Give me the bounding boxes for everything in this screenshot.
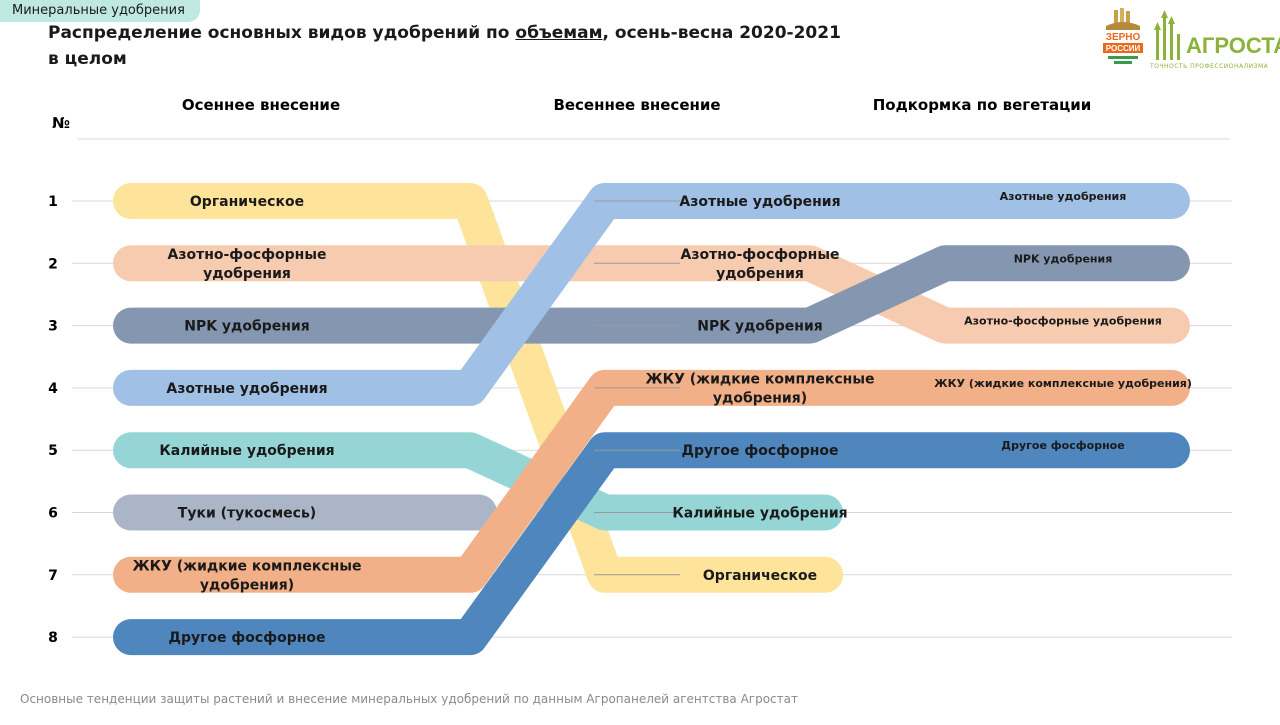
series-band <box>113 183 1190 406</box>
series-label: Азотно-фосфорные <box>681 247 840 263</box>
series-label: удобрения) <box>200 577 294 593</box>
title-line2: в целом <box>48 49 127 69</box>
rank-header: № <box>52 114 70 132</box>
series-label: Калийные удобрения <box>672 506 847 522</box>
logo-rossii-text: РОССИИ <box>1106 44 1141 53</box>
rank-number: 6 <box>48 506 58 522</box>
rank-number: 4 <box>48 381 58 397</box>
series-label: NPK удобрения <box>184 319 310 335</box>
series-label: Органическое <box>703 568 817 584</box>
rank-number: 7 <box>48 568 58 584</box>
series-label: Другое фосфорное <box>681 443 838 459</box>
stage-header-3: Подкормка по вегетации <box>873 96 1092 114</box>
series-band <box>113 183 843 593</box>
series-label: Азотные удобрения <box>1000 190 1127 203</box>
series-label: удобрения <box>716 266 804 282</box>
page-title: Распределение основных видов удобрений п… <box>48 20 868 72</box>
series-label: Азотные удобрения <box>166 381 327 397</box>
series-label: Туки (тукосмесь) <box>178 506 316 522</box>
series-label: Азотно-фосфорные <box>168 247 327 263</box>
stage-header-1: Осеннее внесение <box>182 96 340 114</box>
logo-zerno-text: ЗЕРНО <box>1106 32 1141 43</box>
series-label: Другое фосфорное <box>1001 439 1124 452</box>
rank-number: 1 <box>48 194 58 210</box>
series-label: Калийные удобрения <box>159 443 334 459</box>
agrostat-wheat-icon <box>1154 10 1180 60</box>
series-band <box>113 432 1190 656</box>
rank-number: 2 <box>48 256 58 272</box>
title-prefix: Распределение основных видов удобрений п… <box>48 23 516 43</box>
agrostat-logo-subtitle: ТОЧНОСТЬ ПРОФЕССИОНАЛИЗМА <box>1150 63 1269 70</box>
series-bands <box>113 183 1190 656</box>
series-label: NPK удобрения <box>697 319 823 335</box>
series-label: Азотные удобрения <box>679 194 840 210</box>
series-band <box>113 369 1190 593</box>
title-suffix: , осень-весна 2020-2021 <box>602 23 841 43</box>
series-label: NPK удобрения <box>1014 252 1113 265</box>
series-band <box>113 245 1190 344</box>
footer-note: Основные тенденции защиты растений и вне… <box>20 692 798 706</box>
rank-number: 3 <box>48 319 58 335</box>
series-band <box>113 245 1190 344</box>
agrostat-logo-text: АГРОСТАТ <box>1186 33 1280 58</box>
series-label: Другое фосфорное <box>168 630 325 646</box>
rank-number: 5 <box>48 443 58 459</box>
zerno-rossii-logo: ЗЕРНО РОССИИ <box>1103 8 1143 64</box>
rank-number: 8 <box>48 630 58 646</box>
series-label: удобрения <box>203 266 291 282</box>
series-label: Азотно-фосфорные удобрения <box>964 315 1162 328</box>
series-label: ЖКУ (жидкие комплексные удобрения) <box>934 377 1192 390</box>
series-label: ЖКУ (жидкие комплексные <box>133 558 362 574</box>
stage-header-2: Весеннее внесение <box>553 96 720 114</box>
series-label: ЖКУ (жидкие комплексные <box>646 371 875 387</box>
series-label: Органическое <box>190 194 304 210</box>
section-tag: Минеральные удобрения <box>0 0 200 22</box>
series-label: удобрения) <box>713 390 807 406</box>
title-underlined: объемам <box>515 23 603 43</box>
